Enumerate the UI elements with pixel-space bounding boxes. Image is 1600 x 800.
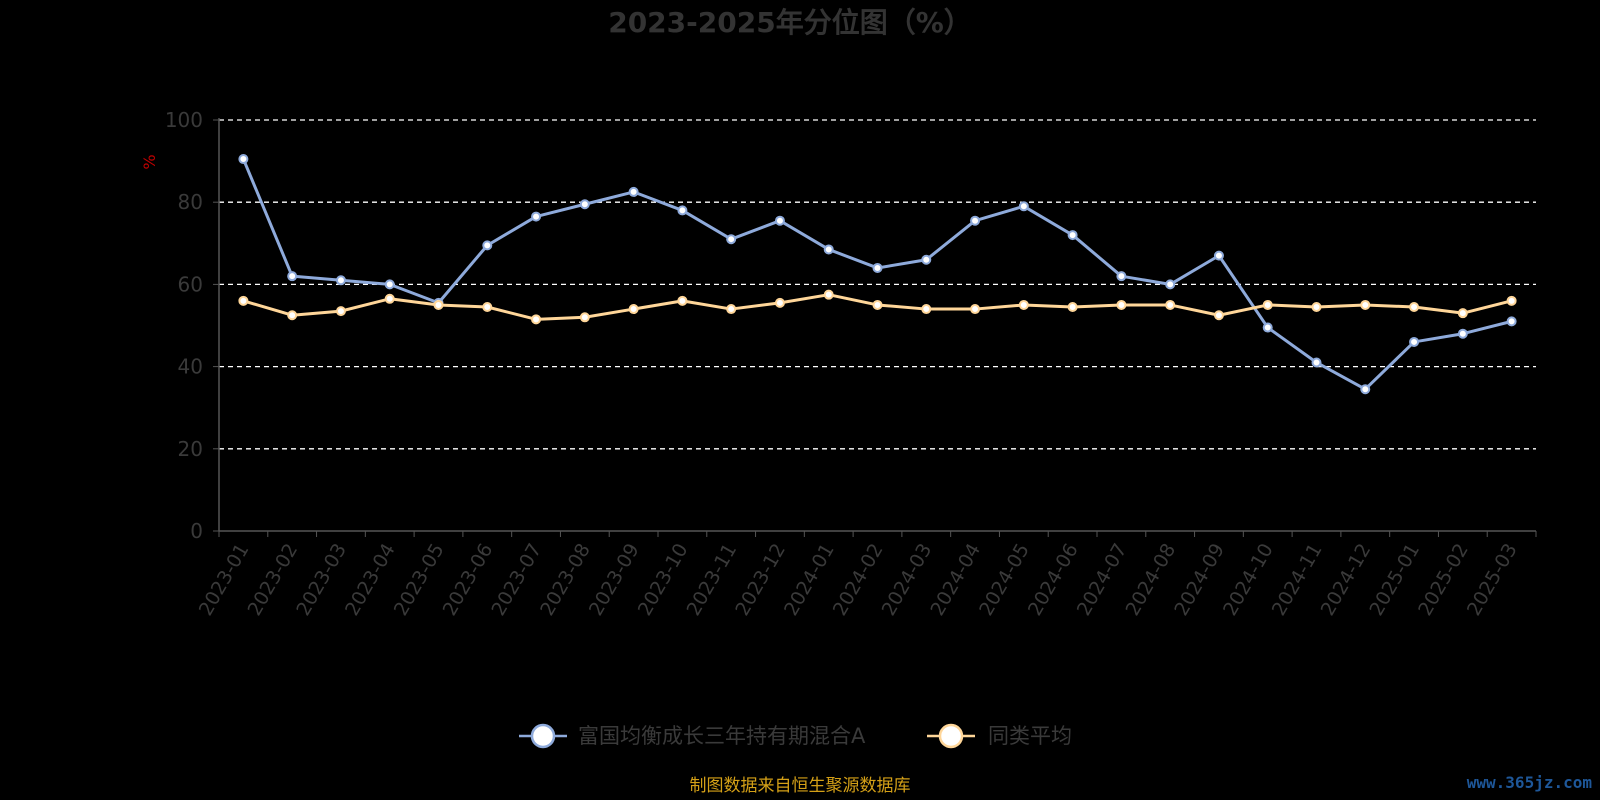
data-point[interactable] — [1165, 299, 1176, 310]
data-point[interactable] — [1409, 302, 1420, 313]
data-point[interactable] — [1360, 299, 1371, 310]
legend-item-1[interactable]: 富国均衡成长三年持有期混合A — [519, 723, 866, 749]
data-point[interactable] — [1262, 322, 1273, 333]
data-point[interactable] — [726, 234, 737, 245]
data-point[interactable] — [1067, 230, 1078, 241]
data-point[interactable] — [1213, 310, 1224, 321]
y-tick-label: 100 — [165, 108, 203, 132]
data-point[interactable] — [970, 215, 981, 226]
series-line — [242, 158, 1512, 391]
data-point[interactable] — [433, 299, 444, 310]
y-axis-ticks: 0 20 40 60 80 100 — [165, 108, 219, 543]
y-tick-label: 60 — [178, 272, 203, 296]
data-point[interactable] — [1457, 308, 1468, 319]
data-point[interactable] — [384, 279, 395, 290]
data-point[interactable] — [1116, 271, 1127, 282]
y-tick-label: 0 — [190, 519, 203, 543]
data-point[interactable] — [1067, 302, 1078, 313]
data-point[interactable] — [726, 304, 737, 315]
watermark: www.365jz.com — [1467, 773, 1593, 792]
data-point[interactable] — [628, 186, 639, 197]
legend-label: 富国均衡成长三年持有期混合A — [578, 724, 866, 748]
series-1 — [238, 154, 1517, 395]
data-point[interactable] — [335, 306, 346, 317]
axes — [218, 118, 1536, 532]
data-point[interactable] — [1506, 295, 1517, 306]
data-point[interactable] — [482, 240, 493, 251]
y-tick-label: 80 — [178, 190, 203, 214]
data-point[interactable] — [1409, 336, 1420, 347]
gridlines — [219, 119, 1536, 450]
data-point[interactable] — [970, 304, 981, 315]
data-point[interactable] — [774, 297, 785, 308]
data-point[interactable] — [1018, 201, 1029, 212]
x-axis-ticks: 2023-012023-022023-032023-042023-052023-… — [195, 531, 1537, 620]
legend[interactable]: 富国均衡成长三年持有期混合A 同类平均 — [519, 723, 1072, 749]
data-point[interactable] — [1506, 316, 1517, 327]
series-2 — [238, 289, 1517, 325]
y-tick-label: 40 — [178, 355, 203, 379]
data-point[interactable] — [1311, 357, 1322, 368]
data-point[interactable] — [579, 199, 590, 210]
y-axis-unit-label: % — [140, 154, 159, 169]
data-point[interactable] — [921, 304, 932, 315]
data-point[interactable] — [872, 262, 883, 273]
data-point[interactable] — [677, 205, 688, 216]
data-point[interactable] — [384, 293, 395, 304]
series-group — [238, 154, 1517, 395]
data-source-note: 制图数据来自恒生聚源数据库 — [690, 776, 911, 796]
data-point[interactable] — [238, 295, 249, 306]
data-point[interactable] — [823, 289, 834, 300]
data-point[interactable] — [238, 154, 249, 165]
data-point[interactable] — [1457, 328, 1468, 339]
data-point[interactable] — [1116, 299, 1127, 310]
data-point[interactable] — [823, 244, 834, 255]
data-point[interactable] — [677, 295, 688, 306]
data-point[interactable] — [1262, 299, 1273, 310]
data-point[interactable] — [287, 310, 298, 321]
data-point[interactable] — [287, 271, 298, 282]
legend-item-2[interactable]: 同类平均 — [927, 723, 1072, 749]
chart-title: 2023-2025年分位图（%） — [608, 6, 972, 39]
data-point[interactable] — [335, 275, 346, 286]
legend-label: 同类平均 — [988, 724, 1072, 748]
data-point[interactable] — [482, 302, 493, 313]
data-point[interactable] — [531, 211, 542, 222]
y-tick-label: 20 — [178, 437, 203, 461]
data-point[interactable] — [1165, 279, 1176, 290]
data-point[interactable] — [872, 299, 883, 310]
data-point[interactable] — [531, 314, 542, 325]
legend-swatch-marker — [530, 723, 556, 749]
data-point[interactable] — [579, 312, 590, 323]
legend-swatch-marker — [938, 723, 964, 749]
data-point[interactable] — [921, 254, 932, 265]
data-point[interactable] — [1311, 302, 1322, 313]
data-point[interactable] — [628, 304, 639, 315]
data-point[interactable] — [1360, 384, 1371, 395]
data-point[interactable] — [774, 215, 785, 226]
data-point[interactable] — [1018, 299, 1029, 310]
data-point[interactable] — [1213, 250, 1224, 261]
